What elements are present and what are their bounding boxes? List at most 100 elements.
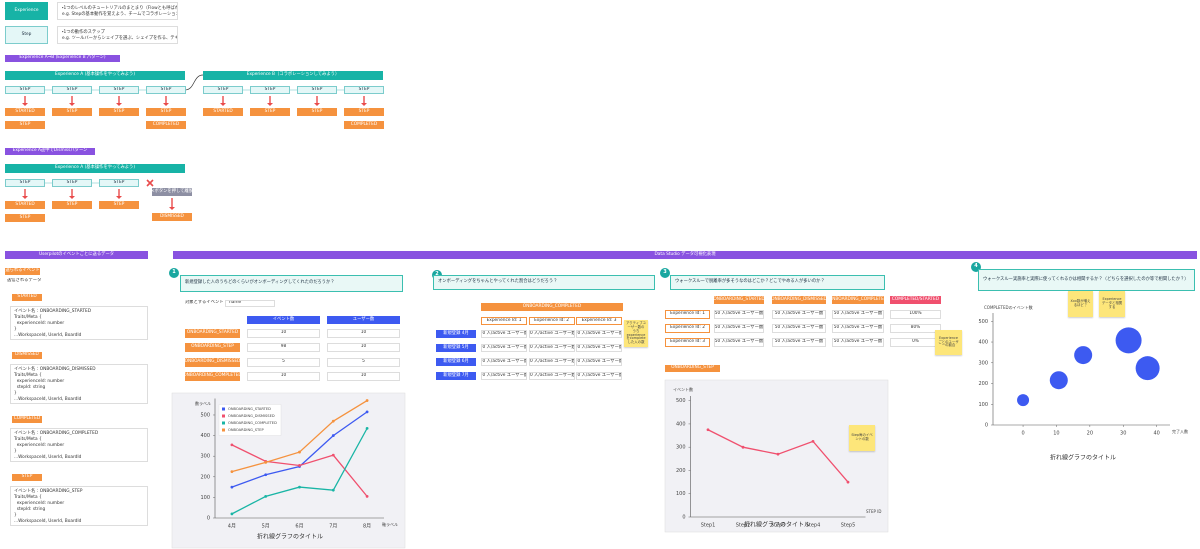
y-tick-label: 300 (676, 445, 686, 451)
event-card-line: ...Workspaceld, UserId, BoardId (14, 519, 82, 524)
legend-desc-line: e.g. Stepの基本動作を覚えよう、チームでコラボレーションしてみよう (62, 12, 177, 17)
arrow-head (69, 196, 75, 199)
table-cell: 5 (247, 357, 320, 367)
table-cell: 50 人/active ユーザー数 (832, 324, 884, 333)
column-header: ONBOARDING_COMPLETED (832, 296, 884, 304)
table-cell: 50 人/active ユーザー数 (714, 338, 764, 347)
event-card-line: stepId: string (14, 507, 46, 512)
bubble (1049, 371, 1068, 390)
y-tick-label: 200 (200, 474, 210, 480)
flow-label: Experience A⇒B (Experience B パターン) (5, 55, 120, 62)
table-cell: 0% (890, 338, 941, 347)
table-cell: 80% (890, 324, 941, 333)
legend-desc-line: ・1つのレベルのチュートリアルのまとまり（Flowとも呼ばれる） (62, 6, 178, 11)
step-box: STEP (344, 86, 384, 94)
y-tick-label: 300 (978, 360, 988, 366)
row-header: 新規登録 4月 (436, 330, 476, 338)
row-header: 新規登録 5月 (436, 344, 476, 352)
exit-action: ×ボタンを押して離脱 (152, 188, 192, 196)
step-box: STEP (52, 179, 92, 187)
arrow-head (220, 103, 226, 106)
table-cell: 50 人/active ユーザー数 (576, 358, 622, 366)
x-tick-label: 7月 (329, 524, 337, 530)
step-box: STEP (52, 86, 92, 94)
row-header: 新規登録 6月 (436, 358, 476, 366)
y-tick-label: 500 (978, 319, 988, 325)
event-card-line: experienceId: number (14, 501, 65, 506)
legend-label: ONBOARDING_COMPLETED (228, 421, 277, 425)
event-card-line: experienceId: number (14, 321, 65, 326)
table-cell: 10 (247, 329, 320, 338)
x-axis-label: 完了人数 (1172, 428, 1188, 434)
x-tick-label: 20 (1087, 431, 1093, 437)
legend-desc: ・1つのレベルのチュートリアルのまとまり（Flowとも呼ばれる） e.g. Ste… (57, 2, 178, 20)
table-cell: 50 人/active ユーザー数 (576, 344, 622, 352)
x-axis-label: 軸ラベル (382, 521, 398, 527)
legend-label: ONBOARDING_DISMISSED (228, 414, 275, 418)
y-tick-label: 100 (978, 402, 988, 408)
experience-connector (184, 74, 204, 91)
panel-title: Userpilotのイベントごとに送るデータ (5, 251, 148, 259)
event-box: STEP (52, 108, 92, 116)
data-point (331, 453, 335, 457)
panel-question: 新規登録した人のうちどのくらいがオンボーディングしてくれたのだろうか？ (180, 275, 403, 292)
table-header: ONBOARDING_COMPLETED (481, 303, 623, 311)
table-cell: 5 (327, 357, 400, 367)
x-tick-label: 30 (1120, 431, 1126, 437)
event-box: STARTED (5, 108, 45, 116)
step-box: STEP (297, 86, 337, 94)
event-box: STEP (99, 108, 139, 116)
data-point (706, 428, 710, 432)
event-card-line: } (14, 327, 17, 332)
step-box: STEP (203, 86, 243, 94)
data-point (230, 512, 234, 516)
event-box: STEP (297, 108, 337, 116)
table-cell: 50 人/active ユーザー数 (528, 344, 575, 352)
row-header: Experience Id: 2 (665, 324, 710, 333)
panel-question: オンボーディングをちゃんとやってくれた割合はどうだろう？ (433, 275, 655, 290)
sticky-note: Step毎のイベントの数 (849, 425, 875, 451)
table-cell: 50 人/active ユーザー数 (528, 330, 575, 338)
y-tick-label: 100 (200, 495, 210, 501)
y-tick-label: 200 (978, 381, 988, 387)
step-box: STEP (99, 179, 139, 187)
event-name: DISMISSED (12, 352, 42, 359)
event-card: イベント名：ONBOARDING_COMPLETED Traits/Meta { … (10, 428, 148, 462)
table-cell: 50 人/active ユーザー数 (481, 358, 527, 366)
step-box: STEP (5, 179, 45, 187)
event-card-line: Traits/Meta { (14, 437, 42, 442)
row-header: ONBOARDING_DISMISSED (185, 357, 240, 367)
event-box: STARTED (5, 201, 45, 209)
legend-label: ONBOARDING_STARTED (228, 407, 271, 411)
arrow-head (314, 103, 320, 106)
event-card: イベント名：ONBOARDING_STEP Traits/Meta { exper… (10, 486, 148, 526)
legend-desc-line: e.g. ツールバーからシェイプを選ぶ、シェイプを作る、テキストを入力 (62, 36, 177, 41)
event-card-line: ...Workspaceld, UserId, BoardId (14, 397, 82, 402)
data-point (331, 419, 335, 423)
data-point (365, 426, 369, 430)
legend-swatch (222, 421, 225, 425)
event-box: STEP (99, 201, 139, 209)
event-card: イベント名：ONBOARDING_DISMISSED Traits/Meta { … (10, 364, 148, 404)
legend-swatch (222, 414, 225, 418)
experience-bar: Experience A (基本操作をやってみよう) (5, 71, 185, 80)
y-axis-label: 数ラベル (195, 400, 211, 406)
x-axis-label: STEP ID (866, 509, 881, 514)
data-point (264, 460, 268, 464)
row-header: Experience Id: 3 (665, 338, 710, 347)
data-point (298, 464, 301, 467)
table-cell: 50 人/active ユーザー数 (481, 330, 527, 338)
arrow-head (267, 103, 273, 106)
data-point (846, 480, 850, 484)
event-card-line: ...Workspaceld, UserId, BoardId (14, 333, 82, 338)
event-card-line: イベント名：ONBOARDING_COMPLETED (14, 431, 99, 436)
x-tick-label: Step1 (701, 523, 716, 529)
column-header: ONBOARDING_STARTED (714, 296, 764, 304)
data-point (264, 473, 268, 477)
step-box: STEP (5, 86, 45, 94)
row-header: 新規登録 7月 (436, 372, 476, 380)
event-box: STEP (5, 214, 45, 222)
table-cell: 10 (247, 371, 320, 381)
data-point (230, 485, 234, 489)
x-tick-label: 10 (1053, 431, 1059, 437)
